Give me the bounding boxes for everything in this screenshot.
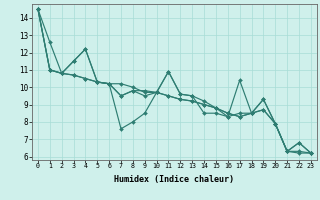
X-axis label: Humidex (Indice chaleur): Humidex (Indice chaleur) [115, 175, 234, 184]
